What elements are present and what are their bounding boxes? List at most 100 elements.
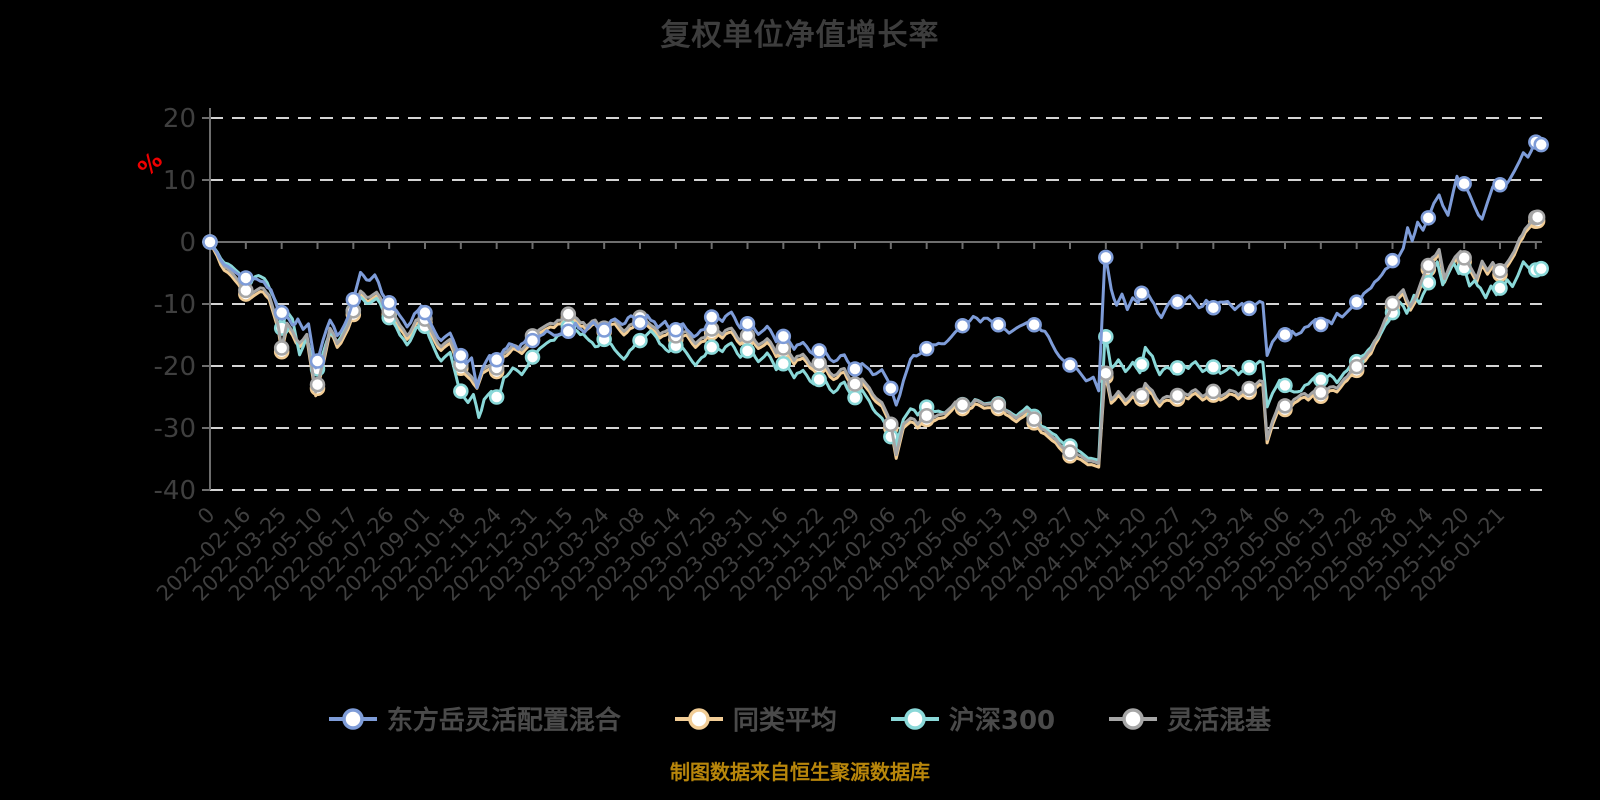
series-marker[interactable] [1492, 262, 1508, 279]
series-marker[interactable] [1277, 326, 1293, 343]
series-marker[interactable] [775, 328, 792, 345]
series-marker[interactable] [811, 371, 827, 388]
series-marker[interactable] [1456, 250, 1472, 266]
series-marker[interactable] [1098, 249, 1114, 266]
series-marker[interactable] [1313, 372, 1329, 388]
series-marker[interactable] [1241, 300, 1257, 317]
series-marker[interactable] [381, 295, 397, 311]
series-marker[interactable] [1348, 358, 1365, 375]
series-marker[interactable] [811, 343, 827, 359]
series-marker[interactable] [1277, 377, 1293, 394]
series-marker[interactable] [596, 322, 612, 338]
series-marker[interactable] [453, 383, 469, 399]
data-source-note: 制图数据来自恒生聚源数据库 [670, 760, 930, 784]
series-marker[interactable] [954, 317, 971, 334]
series-marker[interactable] [1420, 210, 1437, 226]
series-marker[interactable] [1313, 316, 1329, 333]
series-marker[interactable] [1313, 384, 1329, 401]
series-marker[interactable] [560, 323, 577, 340]
legend-item-flexible-funds[interactable]: 灵活混基 [1109, 700, 1271, 737]
series-marker[interactable] [453, 347, 469, 364]
legend-item-category-average[interactable]: 同类平均 [674, 700, 837, 737]
series-marker[interactable] [739, 343, 756, 359]
series-marker[interactable] [775, 356, 792, 372]
series-marker[interactable] [1133, 387, 1150, 404]
series-marker[interactable] [1205, 383, 1222, 400]
series-marker[interactable] [417, 304, 433, 321]
series-marker[interactable] [1062, 357, 1078, 373]
series-marker[interactable] [1133, 285, 1150, 302]
series-marker[interactable] [560, 306, 577, 322]
series-marker[interactable] [309, 353, 326, 369]
series-marker[interactable] [954, 397, 971, 413]
series-marker[interactable] [668, 322, 684, 338]
y-tick-label: -40 [154, 476, 196, 506]
series-marker[interactable] [238, 282, 254, 299]
series-marker[interactable] [847, 376, 863, 392]
legend-item-fund[interactable]: 东方岳灵活配置混合 [328, 700, 621, 737]
series-marker[interactable] [1133, 356, 1150, 373]
chart-title: 复权单位净值增长率 [660, 18, 940, 53]
series-marker[interactable] [883, 416, 899, 433]
line-marker-icon [674, 707, 723, 730]
series-marker[interactable] [990, 317, 1007, 333]
series-marker[interactable] [1205, 299, 1222, 316]
series-marker[interactable] [1277, 398, 1293, 414]
series-marker[interactable] [1062, 444, 1078, 460]
series-marker[interactable] [309, 376, 326, 393]
series-end-marker[interactable] [1533, 136, 1549, 153]
legend-label-category-average: 同类平均 [732, 706, 837, 736]
series-marker[interactable] [273, 340, 290, 356]
series-end-marker[interactable] [1529, 209, 1546, 225]
series-marker[interactable] [1492, 177, 1508, 193]
y-tick-label: 0 [179, 228, 196, 258]
series-marker[interactable] [1205, 359, 1222, 375]
y-tick-label: 20 [163, 104, 196, 134]
series-marker[interactable] [1026, 411, 1042, 427]
series-marker[interactable] [1384, 295, 1401, 312]
series-marker[interactable] [918, 408, 935, 424]
legend-item-hs300[interactable]: 沪深300 [890, 700, 1056, 737]
legend-label-hs300: 沪深300 [948, 706, 1056, 736]
series-marker[interactable] [524, 332, 541, 349]
series-marker[interactable] [1169, 387, 1186, 404]
series-marker[interactable] [632, 332, 648, 349]
series-marker[interactable] [918, 340, 935, 357]
series-marker[interactable] [488, 352, 505, 368]
series-marker[interactable] [273, 304, 290, 321]
series-marker[interactable] [1026, 317, 1042, 333]
line-marker-icon [1109, 707, 1158, 730]
series-marker[interactable] [1098, 365, 1114, 381]
line-marker-icon [890, 707, 939, 730]
series-marker[interactable] [1384, 252, 1401, 269]
series-marker[interactable] [238, 270, 254, 286]
series-marker[interactable] [847, 389, 863, 406]
series-marker[interactable] [1492, 280, 1508, 296]
series-marker[interactable] [1241, 380, 1257, 397]
legend-label-flexible-funds: 灵活混基 [1167, 706, 1272, 736]
series-marker[interactable] [1456, 175, 1472, 192]
line-marker-icon [328, 707, 377, 730]
series-marker[interactable] [883, 380, 899, 397]
series-marker[interactable] [632, 314, 648, 331]
series-marker[interactable] [811, 355, 827, 372]
series-marker[interactable] [1348, 294, 1365, 310]
y-tick-label: -30 [154, 414, 196, 444]
series-marker[interactable] [1169, 294, 1186, 310]
series-marker[interactable] [703, 309, 720, 325]
series-marker[interactable] [739, 315, 756, 332]
y-tick-label: 10 [163, 166, 196, 196]
series-marker[interactable] [488, 389, 505, 405]
series-marker[interactable] [1420, 257, 1437, 274]
series-marker[interactable] [524, 349, 541, 365]
series-end-marker[interactable] [1533, 260, 1549, 277]
series-marker[interactable] [202, 234, 218, 250]
series-marker[interactable] [1169, 360, 1186, 376]
series-marker[interactable] [703, 339, 720, 355]
series-marker[interactable] [847, 361, 863, 377]
series-marker[interactable] [1241, 359, 1257, 376]
series-marker[interactable] [345, 291, 362, 308]
series-marker[interactable] [990, 397, 1007, 413]
